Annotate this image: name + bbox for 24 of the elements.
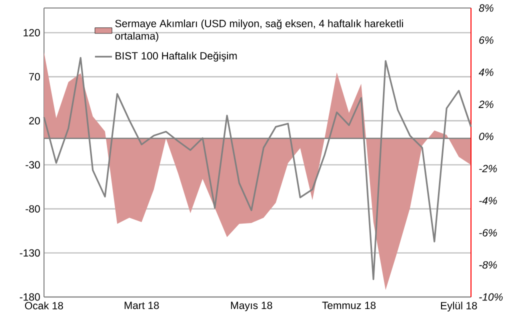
- y2-tick-label: 2%: [478, 100, 494, 108]
- y-tick-label: -130: [20, 249, 40, 257]
- y2-tick-label: 6%: [479, 36, 494, 44]
- y2-tick-label: 8%: [478, 4, 494, 12]
- x-tick-label: Mart 18: [124, 302, 159, 310]
- y-tick-label: 70: [29, 73, 40, 80]
- y-tick-label: -30: [26, 161, 40, 169]
- legend-label: BIST 100 Haftalık Değişim: [116, 52, 237, 62]
- y2-tick-label: 4%: [478, 68, 494, 76]
- x-tick-label: Eylül 18: [441, 302, 477, 312]
- y-tick-label: -180: [20, 293, 40, 301]
- y2-tick-label: 0%: [479, 132, 494, 140]
- y-tick-label: 120: [24, 28, 40, 36]
- y2-tick-label: -4%: [479, 197, 497, 204]
- y-tick-label: 20: [29, 117, 40, 124]
- x-tick-label: Mayıs 18: [231, 302, 272, 312]
- x-tick-label: Ocak 18: [25, 302, 64, 310]
- legend-label: Sermaye Akımları (USD milyon, sağ eksen, 4 haftalık hareketli ortalama): [115, 19, 403, 42]
- y2-tick-label: -8%: [479, 261, 497, 269]
- y2-tick-label: -10%: [479, 293, 503, 301]
- y2-tick-label: -6%: [479, 229, 497, 236]
- y2-tick-label: -2%: [479, 164, 497, 172]
- x-tick-label: Temmuz 18: [322, 302, 376, 310]
- y-tick-label: -80: [26, 205, 40, 213]
